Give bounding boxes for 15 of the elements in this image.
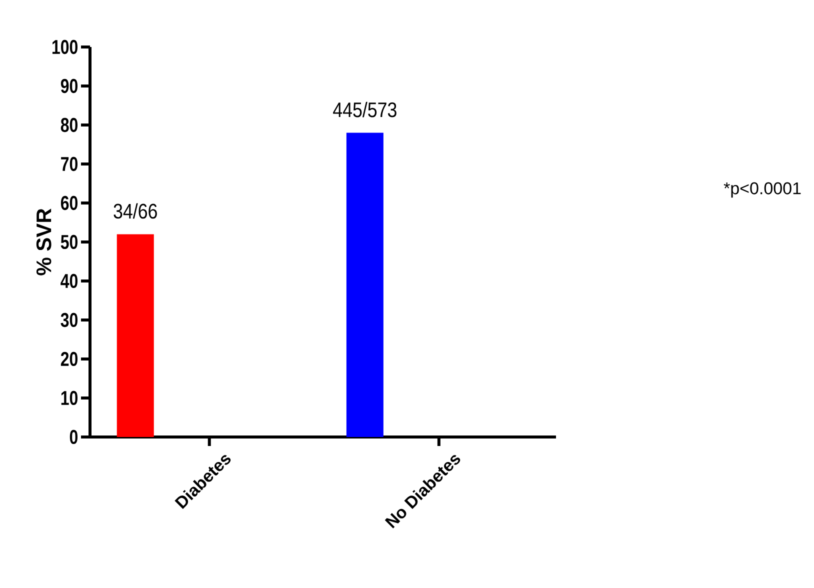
y-tick-label: 60 xyxy=(60,196,78,210)
data-label: 445/573 xyxy=(333,102,396,118)
y-tick-label: 100 xyxy=(52,40,78,54)
y-tick-label: 0 xyxy=(70,430,78,444)
y-tick-label: 80 xyxy=(60,118,78,132)
y-tick-label: 50 xyxy=(60,234,78,250)
data-label: 34/66 xyxy=(114,203,157,219)
y-tick-label: 10 xyxy=(61,390,78,406)
y-tick-label: 70 xyxy=(61,156,78,172)
y-tick-label: 90 xyxy=(60,78,78,94)
y-tick-label: 30 xyxy=(60,312,78,328)
text: *p<0.0001 xyxy=(724,182,801,198)
y-tick-label: 20 xyxy=(60,352,78,366)
y-tick-label: 40 xyxy=(60,274,78,288)
y-axis-title: % SVR xyxy=(36,208,52,276)
